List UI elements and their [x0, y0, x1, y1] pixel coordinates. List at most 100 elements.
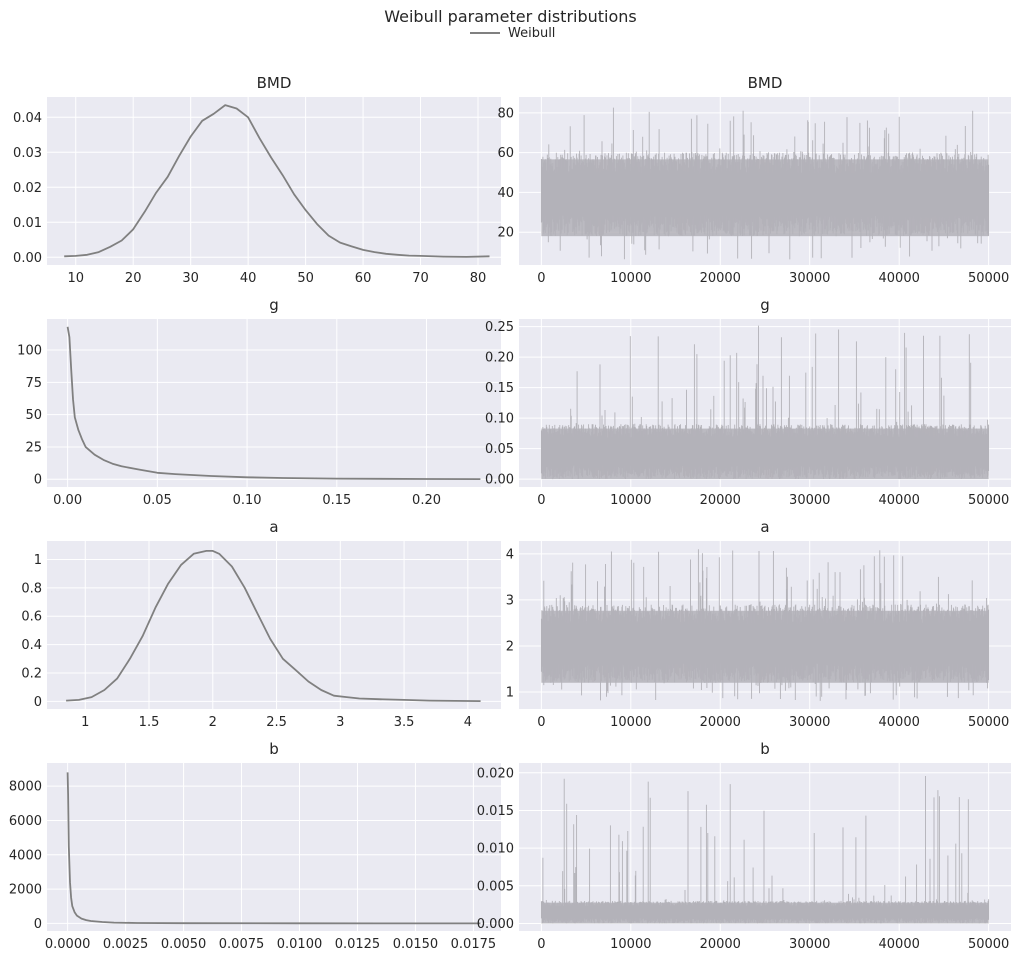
x-tick-label: 10000: [610, 937, 651, 952]
y-tick-label: 50: [25, 408, 42, 423]
y-tick-label: 40: [497, 186, 514, 201]
subplot-density-BMD: 10 20 30 40 50 60 70 80 0.00 0.01 0.02 0.03 0.04 BMD: [13, 74, 501, 286]
y-tick-label: 0: [34, 473, 42, 488]
y-tick-label: 0.02: [13, 181, 42, 196]
subplot-density-a: 1 1.5 2 2.5 3 3.5 4 0 0.2 0.4 0.6 0.8 1 a: [21, 518, 501, 730]
y-tick-label: 0.25: [485, 320, 514, 335]
y-tick-label: 60: [497, 146, 514, 161]
y-tick-label: 0.00: [13, 251, 42, 266]
y-tick-label: 0.20: [485, 351, 514, 366]
y-tick-label: 2000: [9, 883, 42, 898]
density-line: [64, 104, 490, 258]
y-tick-label: 2: [506, 639, 514, 654]
y-tick-label: 75: [25, 376, 42, 391]
y-tick-label: 1: [506, 685, 514, 700]
density-line: [66, 550, 481, 702]
y-tick-label: 6000: [9, 814, 42, 829]
trace-band: [541, 159, 989, 237]
x-tick-label: 10: [67, 271, 84, 286]
x-tick-label: 3: [336, 715, 344, 730]
x-tick-label: 30000: [789, 937, 830, 952]
x-tick-label: 30000: [789, 493, 830, 508]
x-tick-label: 20000: [700, 493, 741, 508]
x-tick-label: 50: [297, 271, 314, 286]
x-tick-label: 60: [355, 271, 372, 286]
subplot-title: a: [760, 518, 769, 536]
x-tick-label: 0.0175: [451, 937, 497, 952]
x-tick-label: 0.20: [412, 493, 441, 508]
axes-background: [47, 763, 501, 931]
x-tick-label: 0.10: [233, 493, 262, 508]
subplot-title: b: [269, 740, 279, 758]
y-tick-label: 0.6: [21, 610, 42, 625]
y-tick-label: 0.020: [477, 766, 514, 781]
x-tick-label: 1: [81, 715, 89, 730]
x-tick-label: 50000: [968, 937, 1009, 952]
x-tick-label: 10000: [610, 715, 651, 730]
y-tick-label: 25: [25, 440, 42, 455]
y-tick-label: 3: [506, 593, 514, 608]
trace-band: [541, 610, 989, 683]
x-tick-label: 10000: [610, 271, 651, 286]
x-tick-label: 40000: [879, 493, 920, 508]
x-tick-label: 0: [537, 715, 545, 730]
y-tick-label: 0.000: [477, 917, 514, 932]
x-tick-label: 0.0100: [277, 937, 323, 952]
x-tick-label: 50000: [968, 715, 1009, 730]
x-tick-label: 0.05: [143, 493, 172, 508]
legend-label: Weibull: [508, 25, 556, 41]
y-tick-label: 100: [17, 344, 42, 359]
density-line: [66, 772, 481, 925]
x-tick-label: 40000: [879, 271, 920, 286]
y-tick-label: 0.01: [13, 216, 42, 231]
subplot-title: g: [269, 296, 279, 314]
axes-background: [47, 541, 501, 709]
x-tick-label: 20000: [700, 937, 741, 952]
subplot-title: BMD: [257, 74, 292, 92]
x-tick-label: 0.0050: [161, 937, 207, 952]
y-tick-label: 0: [34, 917, 42, 932]
legend-line-swatch: [470, 32, 500, 34]
y-tick-label: 0.2: [21, 666, 42, 681]
x-tick-label: 20: [125, 271, 142, 286]
y-tick-label: 0.03: [13, 146, 42, 161]
y-tick-label: 0.05: [485, 442, 514, 457]
subplot-density-b: 0.0000 0.0025 0.0050 0.0075 0.0100 0.0125 0.01…: [9, 740, 501, 952]
subplot-trace-a: 0 10000 20000 30000 40000 50000 1 2 3 4 a: [506, 518, 1011, 730]
y-tick-label: 20: [497, 226, 514, 241]
y-tick-label: 0.10: [485, 412, 514, 427]
x-tick-label: 2: [209, 715, 217, 730]
subplot-trace-g: 0 10000 20000 30000 40000 50000 0.00 0.05 0.10 0.…: [485, 296, 1011, 508]
trace-band: [541, 902, 989, 924]
axes-background: [47, 319, 501, 487]
y-tick-label: 4000: [9, 848, 42, 863]
x-tick-label: 0: [537, 493, 545, 508]
subplot-title: g: [760, 296, 770, 314]
subplot-trace-b: 0 10000 20000 30000 40000 50000 0.000 0.005 0.01…: [477, 740, 1011, 952]
x-tick-label: 40000: [879, 937, 920, 952]
x-tick-label: 0.0000: [45, 937, 91, 952]
y-tick-label: 0.005: [477, 879, 514, 894]
x-tick-label: 40000: [879, 715, 920, 730]
x-tick-label: 0.00: [53, 493, 82, 508]
axes-background: [47, 97, 501, 265]
figure-title: Weibull parameter distributions: [384, 7, 637, 26]
x-tick-label: 20000: [700, 715, 741, 730]
subplot-title: a: [269, 518, 278, 536]
subplot-density-g: 0.00 0.05 0.10 0.15 0.20 0 25 50 75 100 g: [17, 296, 501, 508]
x-tick-label: 0.0150: [393, 937, 439, 952]
x-tick-label: 0.0125: [335, 937, 381, 952]
y-tick-label: 80: [497, 106, 514, 121]
x-tick-label: 20000: [700, 271, 741, 286]
subplot-title: BMD: [748, 74, 783, 92]
y-tick-label: 0.15: [485, 381, 514, 396]
subplot-trace-BMD: 0 10000 20000 30000 40000 50000 20 40 60 80 BMD: [497, 74, 1011, 286]
x-tick-label: 30000: [789, 715, 830, 730]
x-tick-label: 80: [470, 271, 487, 286]
y-tick-label: 8000: [9, 780, 42, 795]
y-tick-label: 0.015: [477, 804, 514, 819]
x-tick-label: 30: [182, 271, 199, 286]
x-tick-label: 70: [412, 271, 429, 286]
